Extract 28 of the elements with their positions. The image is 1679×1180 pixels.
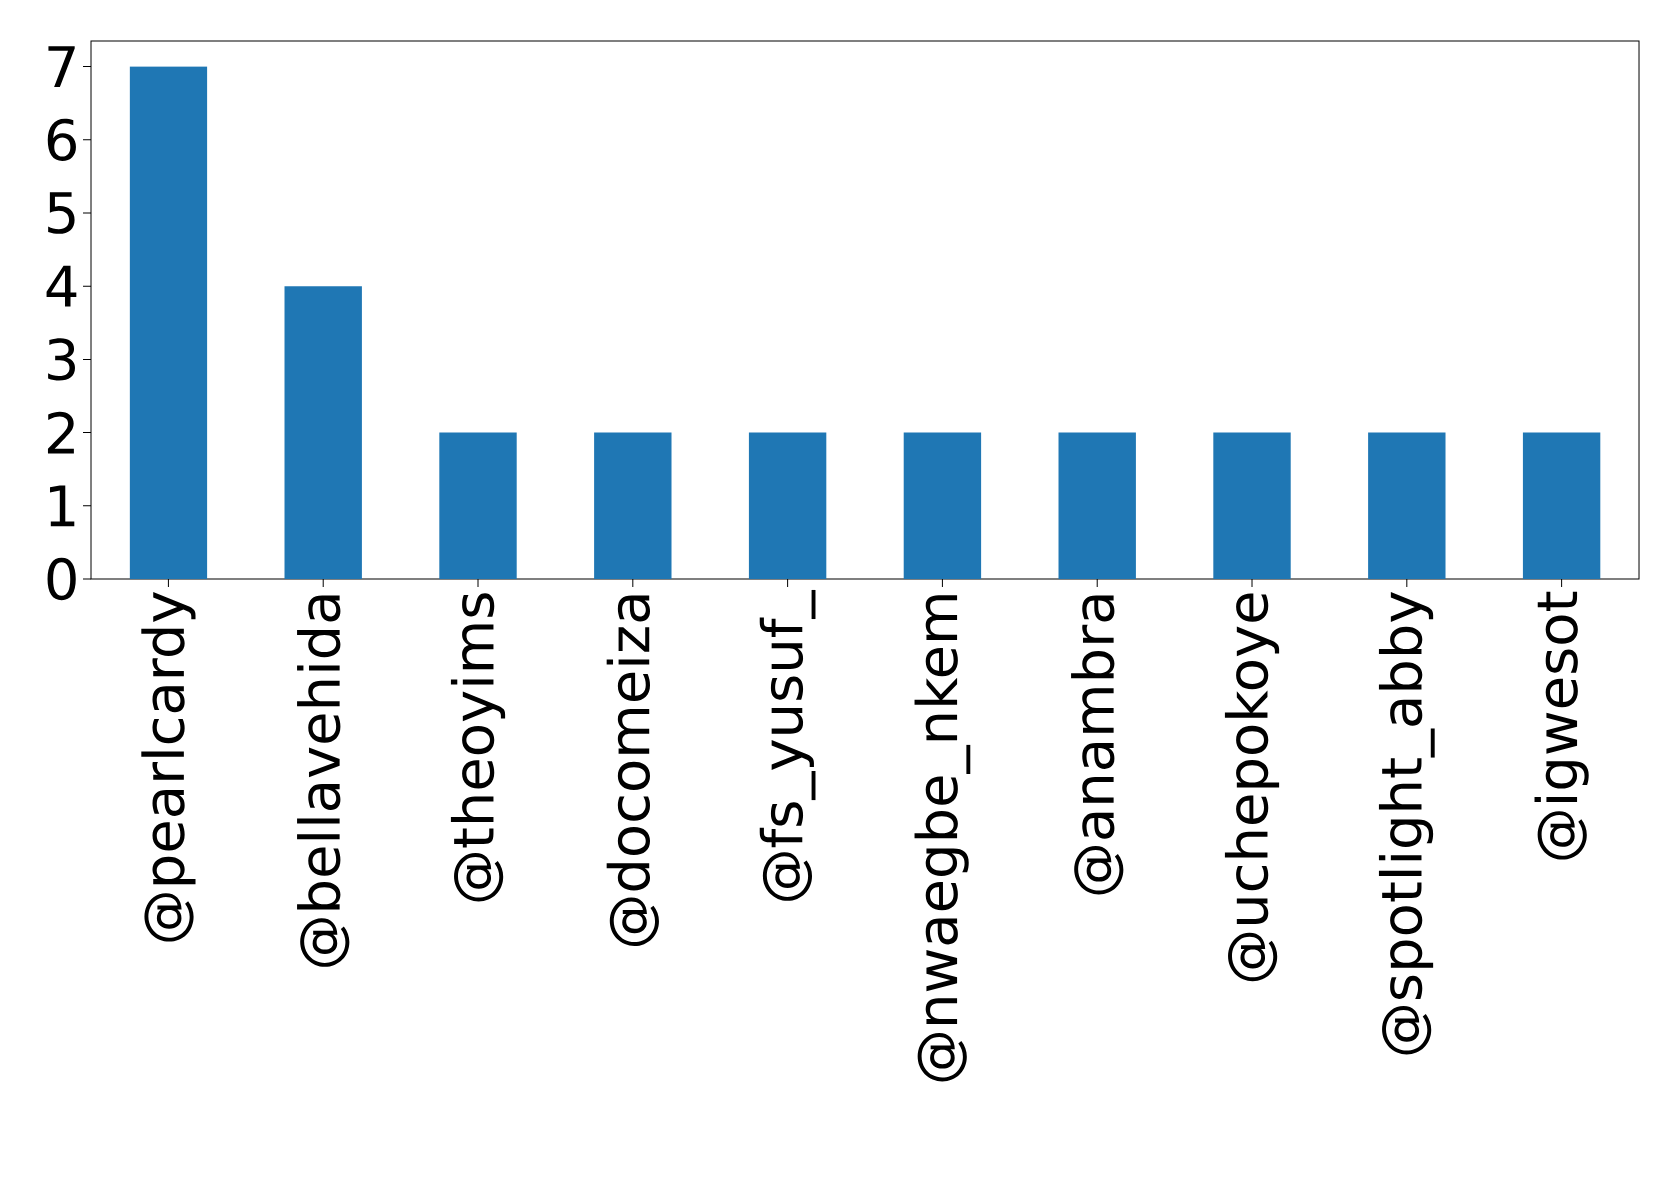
y-tick-label: 5 bbox=[48, 192, 75, 234]
x-tick-label: @theoyims bbox=[450, 593, 506, 902]
x-tick-label: @spotlight_abby bbox=[1378, 592, 1435, 1055]
x-tick-label: @nwaegbe_nkem bbox=[914, 595, 971, 1082]
bar bbox=[1058, 432, 1136, 579]
x-tick-label: @anambra bbox=[1071, 595, 1124, 895]
x-tick-label: @pearlcardy bbox=[141, 592, 196, 942]
bar bbox=[439, 432, 517, 579]
x-tick-label: @uchepokoye bbox=[1224, 593, 1280, 982]
bar bbox=[748, 432, 827, 579]
y-tick-label: 6 bbox=[47, 118, 76, 161]
x-tick-label: @fs_yusuf_ bbox=[759, 589, 816, 901]
y-tick-label: 3 bbox=[48, 338, 75, 381]
y-tick-label: 0 bbox=[47, 557, 76, 601]
y-tick-label: 2 bbox=[47, 411, 74, 454]
y-tick-label: 1 bbox=[49, 485, 75, 527]
bar bbox=[1522, 432, 1601, 579]
y-tick-label: 7 bbox=[48, 46, 75, 88]
bar bbox=[284, 286, 362, 579]
x-tick-label: @docomeiza bbox=[606, 595, 659, 946]
bar bbox=[1213, 432, 1291, 579]
x-tick-label: @bellavehida bbox=[297, 595, 350, 967]
y-tick-label: 4 bbox=[46, 265, 77, 307]
bar bbox=[594, 432, 672, 579]
bar bbox=[903, 432, 982, 579]
bar bbox=[129, 66, 208, 579]
x-tick-label: @igwesot bbox=[1534, 591, 1589, 860]
bar bbox=[1368, 432, 1446, 579]
